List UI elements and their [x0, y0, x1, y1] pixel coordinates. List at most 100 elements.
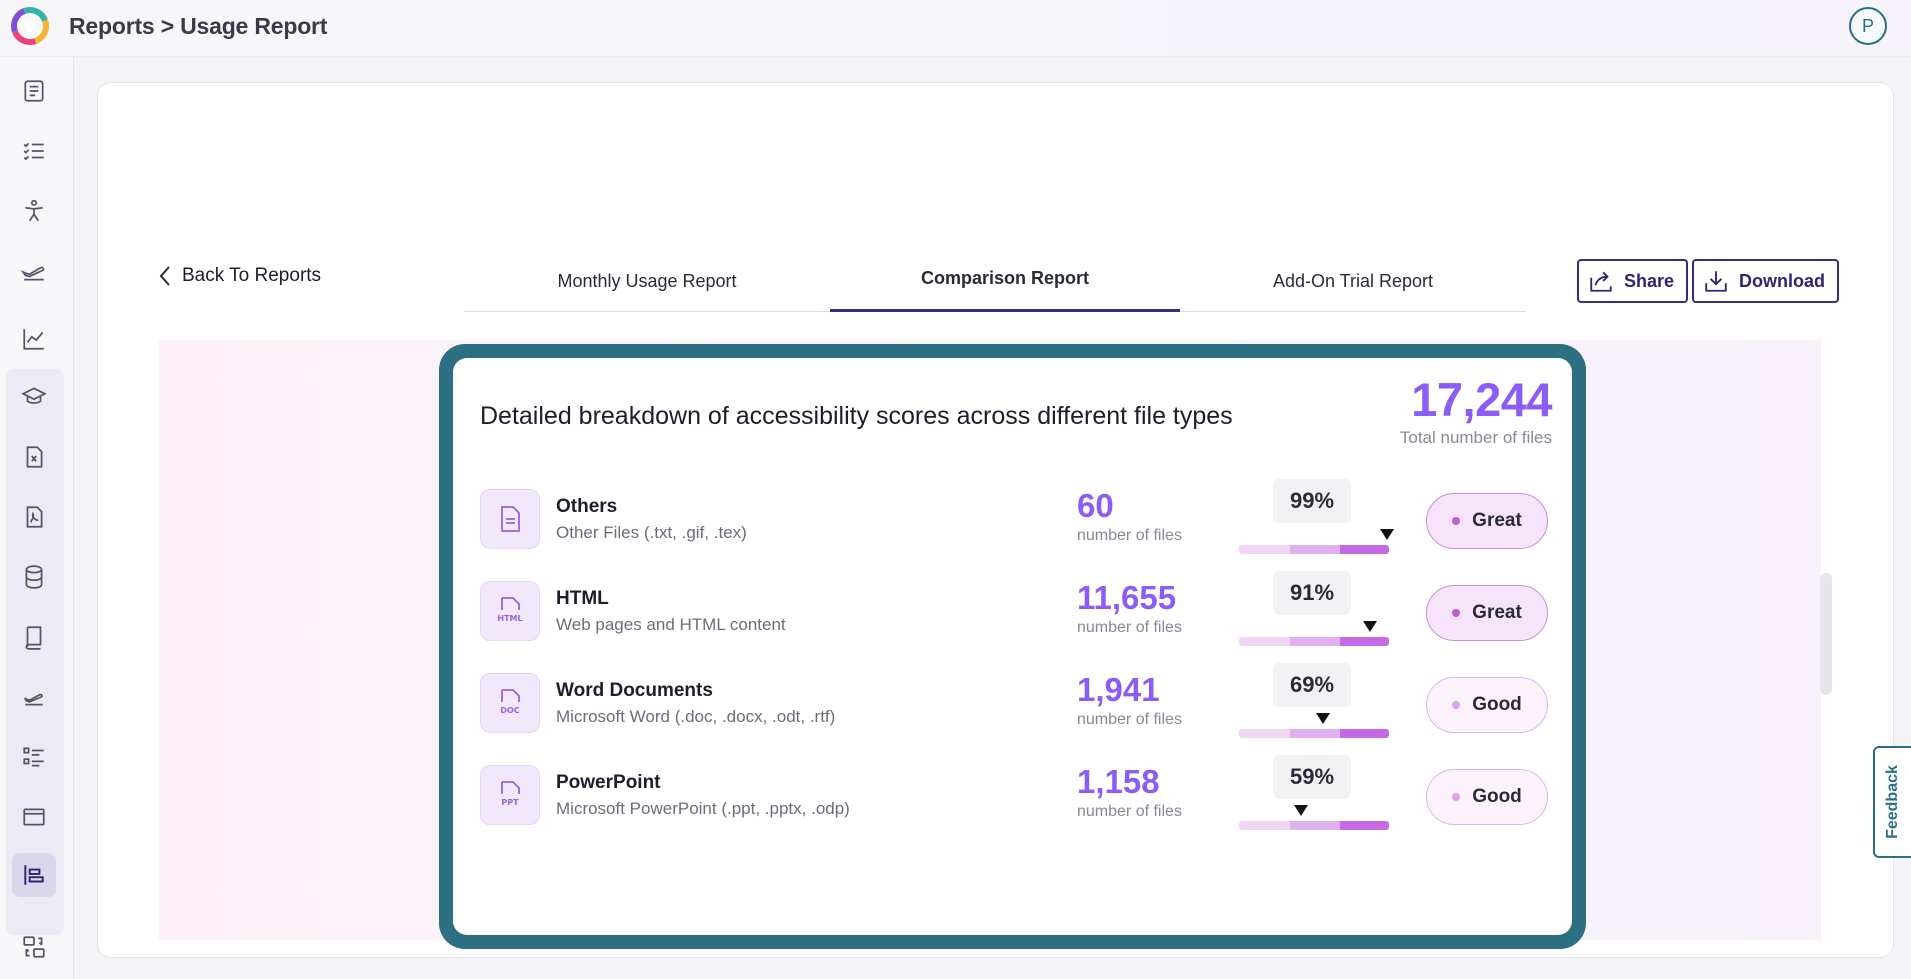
database-icon — [25, 565, 43, 589]
flight-small-icon — [24, 693, 43, 706]
file-text-icon — [480, 489, 540, 549]
score-percent: 69% — [1273, 663, 1351, 707]
sidebar-item-pdf[interactable] — [12, 495, 56, 539]
sidebar-item-reports[interactable] — [12, 853, 56, 897]
rating-label: Great — [1472, 602, 1522, 623]
feedback-label: Feedback — [1884, 765, 1901, 839]
highlight-frame: Detailed breakdown of accessibility scor… — [439, 344, 1586, 949]
sidebar-item-documents[interactable] — [12, 69, 56, 113]
score-bar — [1239, 821, 1389, 830]
back-to-reports-link[interactable]: Back To Reports — [158, 265, 321, 287]
app-logo-icon[interactable] — [9, 5, 51, 47]
list-details-icon — [23, 747, 44, 767]
file-type-name: HTML — [556, 588, 609, 609]
score-percent: 59% — [1273, 755, 1351, 799]
score-marker — [1379, 529, 1394, 540]
total-files-value: 17,244 — [1411, 373, 1552, 426]
window-icon — [23, 808, 45, 826]
score-percent: 99% — [1273, 479, 1351, 523]
sidebar-item-transfer[interactable] — [12, 925, 56, 969]
sidebar-item-window[interactable] — [12, 795, 56, 839]
doc-icon-text: DOC — [500, 706, 519, 715]
file-count-label: number of files — [1077, 619, 1182, 636]
file-type-breakdown-panel: Detailed breakdown of accessibility scor… — [453, 358, 1572, 935]
flight-icon — [21, 266, 45, 281]
score-marker — [1315, 713, 1330, 724]
sidebar-item-library[interactable] — [12, 615, 56, 659]
rating-label: Good — [1472, 786, 1522, 807]
file-count: 11,655 — [1077, 579, 1177, 616]
pdf-file-icon — [26, 506, 43, 528]
score-marker — [1362, 621, 1377, 632]
back-label: Back To Reports — [182, 265, 322, 286]
download-label: Download — [1739, 270, 1825, 291]
tab-monthly-usage[interactable]: Monthly Usage Report — [557, 271, 737, 291]
share-label: Share — [1624, 270, 1675, 291]
excel-file-icon — [26, 446, 43, 468]
download-button[interactable]: Download — [1692, 259, 1839, 303]
sidebar-item-checklist[interactable] — [12, 129, 56, 173]
html-icon-text: HTML — [497, 614, 522, 623]
sidebar-item-list[interactable] — [12, 735, 56, 779]
file-type-row: PPT PowerPoint Microsoft PowerPoint (.pp… — [453, 755, 1572, 855]
share-icon — [1590, 271, 1612, 292]
download-icon — [1705, 271, 1727, 292]
file-type-row: DOC Word Documents Microsoft Word (.doc,… — [453, 663, 1572, 763]
rating-dot — [1452, 793, 1461, 801]
sidebar-item-accessibility[interactable] — [12, 189, 56, 233]
transfer-icon — [23, 936, 45, 958]
rating-dot — [1452, 701, 1461, 709]
file-type-name: PowerPoint — [556, 772, 661, 793]
scrollbar[interactable] — [1820, 573, 1832, 695]
file-count-label: number of files — [1077, 711, 1182, 728]
sidebar-item-database[interactable] — [12, 555, 56, 599]
score-percent: 91% — [1273, 571, 1351, 615]
sidebar-item-excel[interactable] — [12, 435, 56, 479]
file-count: 60 — [1077, 487, 1114, 524]
file-type-description: Other Files (.txt, .gif, .tex) — [556, 523, 747, 542]
file-count: 1,158 — [1077, 763, 1160, 800]
ppt-file-icon: PPT — [480, 765, 540, 825]
score-marker — [1294, 805, 1309, 816]
tab-comparison[interactable]: Comparison Report — [830, 183, 1180, 312]
chevron-left-icon — [159, 266, 170, 286]
file-type-row: Others Other Files (.txt, .gif, .tex) 60… — [453, 479, 1572, 579]
rating-label: Great — [1472, 510, 1522, 531]
document-list-icon — [24, 80, 44, 102]
panel-title: Detailed breakdown of accessibility scor… — [480, 402, 1233, 430]
file-count: 1,941 — [1077, 671, 1160, 708]
rating-badge[interactable]: Good — [1426, 769, 1548, 825]
file-type-description: Microsoft Word (.doc, .docx, .odt, .rtf) — [556, 707, 836, 726]
user-avatar[interactable]: P — [1849, 7, 1887, 45]
rating-badge[interactable]: Great — [1426, 585, 1548, 641]
doc-file-icon: DOC — [480, 673, 540, 733]
breadcrumb: Reports > Usage Report — [69, 13, 328, 39]
rating-badge[interactable]: Great — [1426, 493, 1548, 549]
feedback-tab[interactable]: Feedback — [1873, 746, 1911, 858]
html-file-icon: HTML — [480, 581, 540, 641]
checklist-icon — [23, 142, 44, 161]
book-icon — [25, 626, 42, 650]
score-bar — [1239, 637, 1389, 646]
sidebar-item-travel[interactable] — [12, 675, 56, 719]
tab-add-on-trial[interactable]: Add-On Trial Report — [1272, 271, 1434, 291]
sidebar-item-flights[interactable] — [12, 249, 56, 293]
score-bar — [1239, 729, 1389, 738]
report-tabs: Monthly Usage Report Comparison Report A… — [464, 183, 1526, 312]
sidebar-item-training[interactable] — [12, 375, 56, 419]
rating-dot — [1452, 517, 1461, 525]
graduation-cap-icon — [21, 387, 47, 404]
file-count-label: number of files — [1077, 803, 1182, 820]
sidebar-item-analytics[interactable] — [12, 317, 56, 361]
file-type-description: Web pages and HTML content — [556, 615, 786, 634]
accessibility-person-icon — [25, 199, 43, 222]
sidebar — [0, 57, 74, 979]
top-header: Reports > Usage Report P — [0, 0, 1911, 57]
file-type-row: HTML HTML Web pages and HTML content 11,… — [453, 571, 1572, 671]
ppt-icon-text: PPT — [501, 798, 519, 807]
rating-badge[interactable]: Good — [1426, 677, 1548, 733]
rating-label: Good — [1472, 694, 1522, 715]
file-type-description: Microsoft PowerPoint (.ppt, .pptx, .odp) — [556, 799, 850, 818]
share-button[interactable]: Share — [1577, 259, 1689, 303]
bar-report-icon — [24, 865, 44, 885]
